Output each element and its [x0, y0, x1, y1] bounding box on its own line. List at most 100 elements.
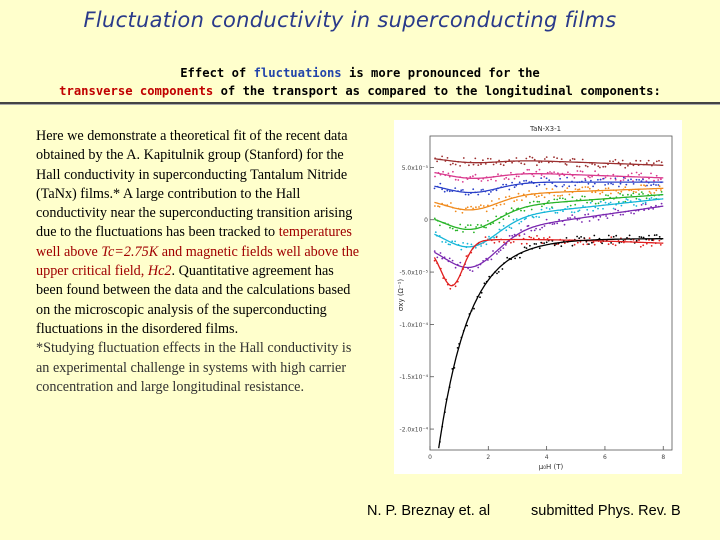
data-point-4-37	[529, 201, 531, 204]
data-point-3-68	[607, 187, 610, 190]
data-point-2-83	[646, 184, 648, 187]
data-point-8-34	[523, 246, 526, 249]
data-point-6-70	[611, 214, 614, 217]
data-point-4-79	[635, 197, 638, 200]
data-point-6-34	[520, 229, 522, 231]
data-point-5-8	[454, 240, 456, 243]
data-point-2-4	[443, 190, 446, 193]
data-point-4-89	[660, 191, 663, 193]
data-point-1-25	[497, 173, 499, 176]
data-point-3-39	[533, 194, 536, 196]
data-point-3-61	[588, 187, 591, 190]
data-point-5-83	[644, 201, 647, 204]
data-point-5-11	[462, 242, 464, 244]
data-point-2-75	[625, 183, 628, 186]
data-point-4-42	[541, 205, 543, 208]
data-point-4-27	[502, 218, 505, 221]
data-point-8-72	[618, 241, 621, 244]
data-point-1-81	[640, 172, 643, 175]
data-point-1-52	[567, 171, 569, 174]
data-point-1-15	[472, 175, 474, 178]
data-point-8-49	[560, 245, 563, 248]
data-point-2-28	[505, 183, 508, 186]
data-point-1-35	[522, 171, 525, 174]
data-point-5-34	[520, 220, 523, 223]
data-point-6-14	[469, 269, 471, 271]
data-point-5-60	[586, 208, 589, 211]
data-point-1-63	[594, 170, 596, 173]
subtitle-part-1: Effect of	[180, 66, 254, 80]
data-point-0-88	[658, 159, 660, 162]
data-point-6-49	[558, 218, 560, 221]
data-point-0-63	[594, 163, 596, 166]
data-point-2-85	[650, 184, 652, 187]
data-point-5-42	[540, 208, 543, 211]
data-point-4-58	[581, 195, 584, 198]
data-point-6-58	[581, 221, 583, 223]
data-point-5-28	[505, 229, 508, 232]
x-tick-label-2: 4	[545, 454, 549, 461]
data-point-0-39	[533, 158, 536, 161]
data-point-8-36	[529, 244, 531, 247]
data-point-4-49	[559, 197, 561, 200]
data-point-8-76	[628, 234, 631, 237]
data-point-5-80	[638, 198, 640, 201]
data-point-8-85	[651, 239, 653, 241]
data-point-6-0	[433, 250, 436, 253]
data-point-3-79	[635, 191, 637, 194]
data-point-0-55	[573, 158, 576, 161]
data-point-0-5	[446, 157, 449, 159]
data-point-1-89	[660, 178, 662, 181]
data-point-4-20	[485, 226, 487, 229]
data-point-6-73	[619, 213, 622, 216]
data-point-3-18	[479, 204, 482, 207]
data-point-2-31	[513, 186, 516, 189]
data-point-0-32	[515, 157, 518, 159]
data-point-3-15	[472, 207, 474, 210]
data-point-5-21	[488, 235, 490, 238]
data-point-3-57	[578, 188, 581, 191]
data-point-3-48	[557, 195, 559, 197]
data-point-8-30	[514, 257, 516, 260]
data-point-4-48	[556, 198, 559, 201]
data-point-7-61	[588, 237, 591, 240]
data-point-6-64	[597, 218, 600, 221]
data-point-0-8	[454, 163, 457, 166]
data-point-2-36	[525, 179, 528, 182]
data-point-3-59	[584, 186, 587, 188]
subtitle-highlight-fluctuations: fluctuations	[253, 66, 342, 80]
data-point-0-73	[619, 164, 622, 166]
plot-frame	[429, 135, 673, 451]
data-point-7-33	[518, 234, 521, 237]
data-point-5-58	[582, 205, 584, 207]
data-point-5-27	[502, 225, 505, 227]
data-point-8-20	[488, 275, 491, 278]
data-point-5-46	[551, 207, 554, 209]
data-point-7-0	[433, 259, 436, 262]
divider-rule	[0, 102, 720, 105]
data-point-3-42	[540, 194, 543, 197]
data-point-2-52	[566, 176, 568, 179]
fit-curve-0	[434, 158, 664, 166]
data-point-0-65	[599, 166, 601, 169]
data-point-5-32	[515, 218, 518, 220]
data-point-2-43	[543, 183, 546, 186]
data-point-2-63	[593, 182, 596, 185]
data-point-6-65	[599, 215, 602, 218]
data-point-5-41	[538, 216, 540, 218]
data-point-1-9	[457, 179, 460, 181]
data-point-7-81	[639, 245, 642, 248]
data-point-8-86	[653, 234, 656, 237]
data-point-3-11	[461, 211, 464, 214]
body-highlight-fields: magnetic fields well above the upper cri…	[36, 243, 360, 280]
data-point-8-60	[588, 243, 590, 245]
data-point-6-35	[523, 233, 526, 235]
data-point-2-2	[439, 182, 442, 185]
data-point-2-64	[597, 178, 599, 181]
data-point-8-71	[615, 234, 618, 237]
data-point-2-10	[460, 189, 463, 192]
y-tick-label-2: -5.0x10⁻⁵	[400, 270, 429, 277]
data-point-6-29	[508, 235, 511, 237]
data-point-2-40	[535, 185, 538, 188]
data-point-1-58	[581, 170, 584, 173]
